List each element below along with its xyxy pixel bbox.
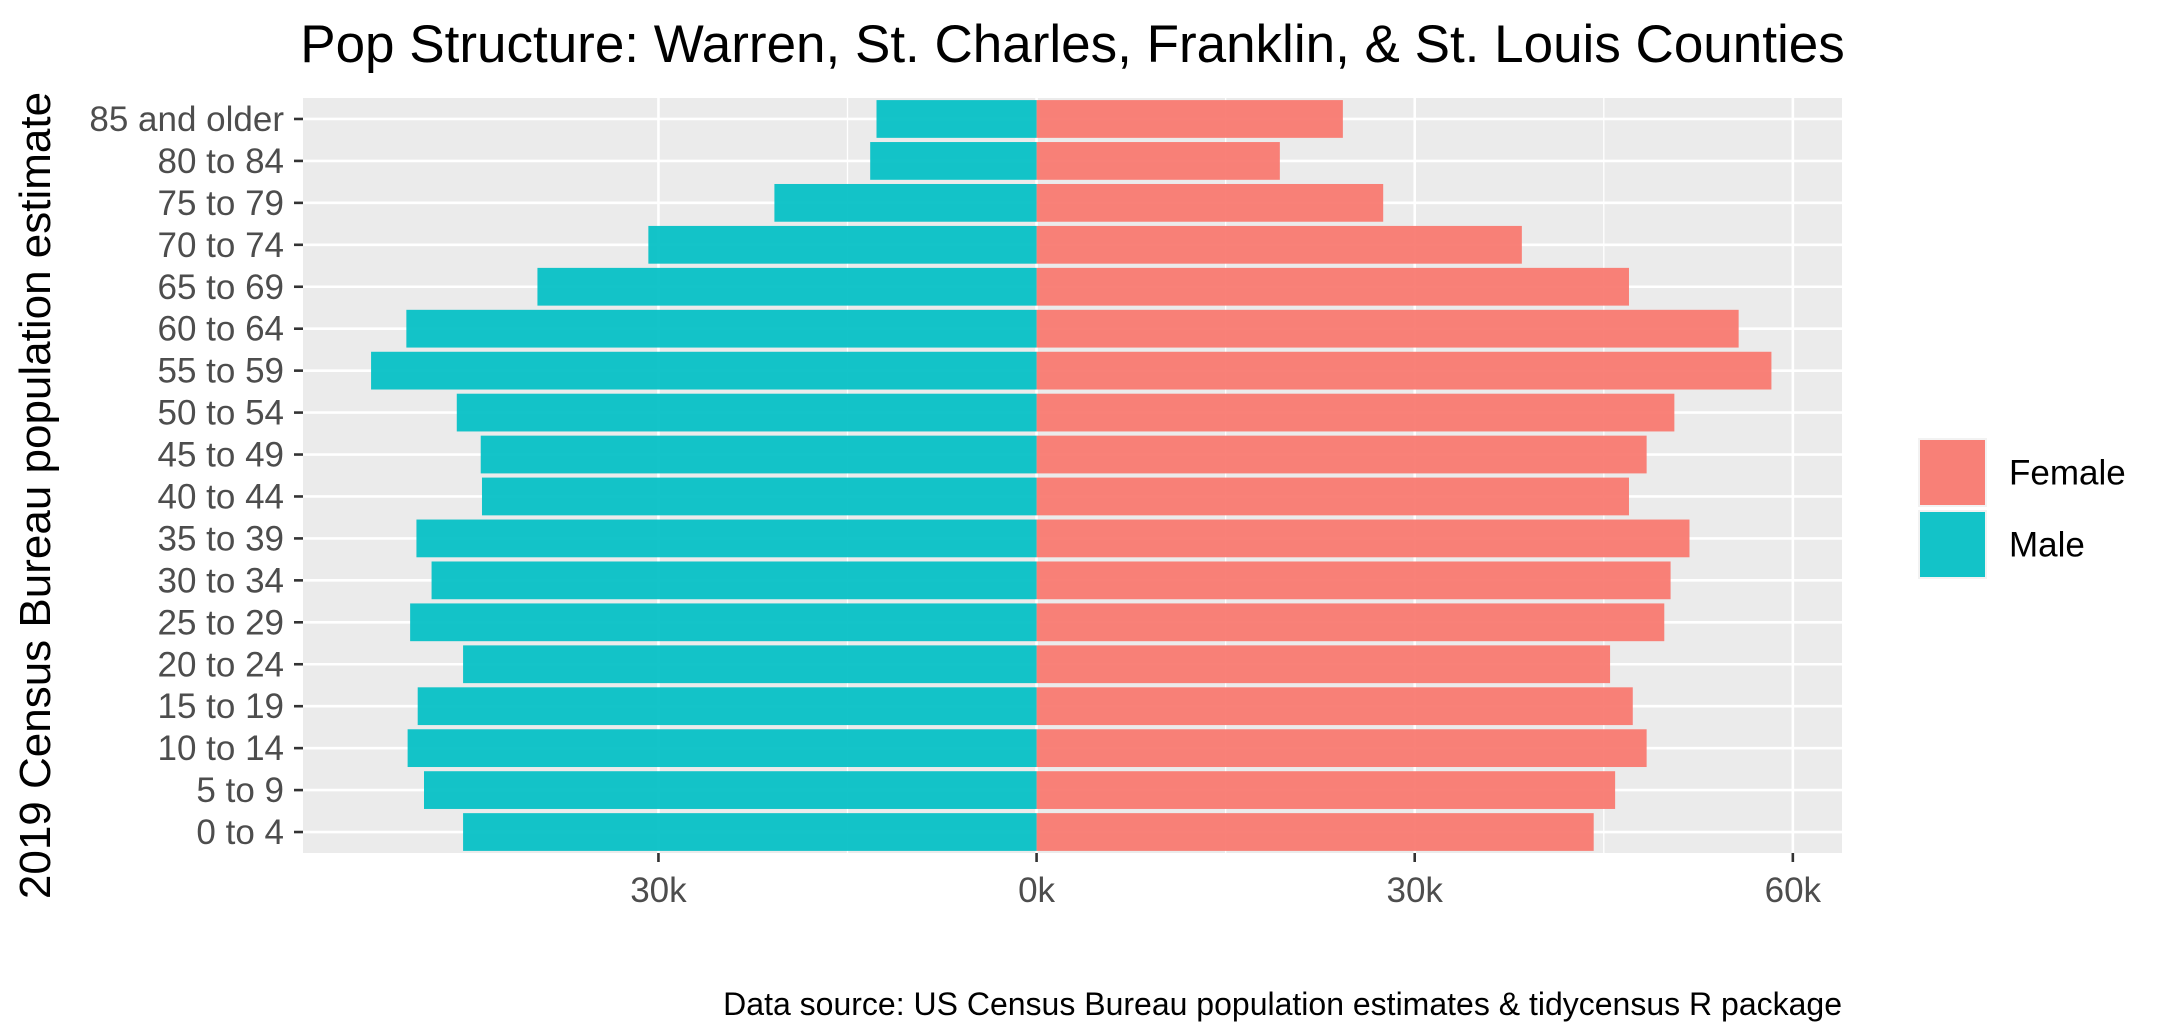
female-bar-80-to-84 (1036, 142, 1280, 180)
y-tick-label: 15 to 19 (158, 687, 285, 726)
female-bar-25-to-29 (1036, 603, 1665, 642)
chart-caption: Data source: US Census Bureau population… (723, 986, 1842, 1022)
legend-swatch-female (1920, 440, 1985, 505)
x-tick-label: 30k (1386, 871, 1443, 910)
x-axis-ticks: 30k 0k 30k 60k (630, 853, 1822, 910)
y-tick-label: 30 to 34 (158, 561, 285, 600)
male-bar-25-to-29 (410, 603, 1037, 642)
male-bar-80-to-84 (870, 142, 1037, 180)
y-tick-label: 50 to 54 (158, 394, 285, 433)
bars (371, 100, 1772, 851)
x-tick-label: 30k (630, 871, 687, 910)
female-bar-15-to-19 (1036, 687, 1633, 726)
male-bar-5-to-9 (424, 771, 1037, 809)
minor-gridlines (846, 98, 1605, 853)
female-bar-85-and-older (1036, 100, 1343, 138)
male-bar-30-to-34 (431, 561, 1037, 600)
y-tick-label: 40 to 44 (158, 477, 285, 516)
male-bar-35-to-39 (416, 519, 1037, 558)
male-bar-15-to-19 (417, 687, 1037, 726)
plot-panel (303, 98, 1842, 853)
female-bar-0-to-4 (1036, 813, 1594, 851)
y-tick-label: 55 to 59 (158, 352, 285, 391)
male-bar-55-to-59 (371, 351, 1037, 390)
female-bar-55-to-59 (1036, 351, 1772, 390)
female-bar-65-to-69 (1036, 267, 1629, 306)
chart-title: Pop Structure: Warren, St. Charles, Fran… (300, 15, 1845, 74)
y-tick-label: 35 to 39 (158, 519, 285, 558)
y-tick-label: 10 to 14 (158, 729, 285, 768)
y-axis-title: 2019 Census Bureau population estimate (11, 92, 60, 899)
male-bar-45-to-49 (480, 435, 1037, 474)
legend: Female Male (1918, 438, 2126, 579)
female-bar-60-to-64 (1036, 309, 1739, 348)
y-tick-label: 0 to 4 (196, 813, 284, 852)
x-tick-label: 0k (1018, 871, 1055, 910)
female-bar-75-to-79 (1036, 183, 1384, 222)
y-tick-label: 20 to 24 (158, 645, 285, 684)
female-bar-5-to-9 (1036, 771, 1616, 809)
male-bar-70-to-74 (648, 225, 1037, 264)
female-bar-20-to-24 (1036, 645, 1611, 684)
y-tick-label: 80 to 84 (158, 142, 285, 181)
x-tick-label: 60k (1765, 871, 1822, 910)
y-tick-label: 85 and older (89, 100, 284, 139)
male-bar-65-to-69 (537, 267, 1037, 306)
y-tick-label: 70 to 74 (158, 226, 285, 265)
y-tick-label: 75 to 79 (158, 184, 285, 223)
y-tick-label: 60 to 64 (158, 310, 285, 349)
male-bar-75-to-79 (774, 183, 1037, 222)
y-tick-label: 25 to 29 (158, 603, 285, 642)
male-bar-50-to-54 (456, 393, 1037, 432)
female-bar-50-to-54 (1036, 393, 1675, 432)
female-bar-70-to-74 (1036, 225, 1522, 264)
legend-swatch-male (1920, 512, 1985, 577)
female-bar-30-to-34 (1036, 561, 1671, 600)
male-bar-85-and-older (876, 100, 1037, 138)
female-bar-40-to-44 (1036, 477, 1629, 516)
male-bar-10-to-14 (407, 729, 1037, 768)
y-tick-label: 65 to 69 (158, 268, 285, 307)
legend-label-male: Male (2009, 526, 2085, 565)
male-bar-40-to-44 (481, 477, 1037, 516)
female-bar-45-to-49 (1036, 435, 1647, 474)
female-bar-35-to-39 (1036, 519, 1690, 558)
legend-label-female: Female (2009, 454, 2126, 493)
male-bar-0-to-4 (463, 813, 1037, 851)
y-tick-label: 5 to 9 (196, 771, 284, 810)
y-tick-label: 45 to 49 (158, 436, 285, 475)
male-bar-20-to-24 (463, 645, 1037, 684)
male-bar-60-to-64 (406, 309, 1037, 348)
female-bar-10-to-14 (1036, 729, 1647, 768)
